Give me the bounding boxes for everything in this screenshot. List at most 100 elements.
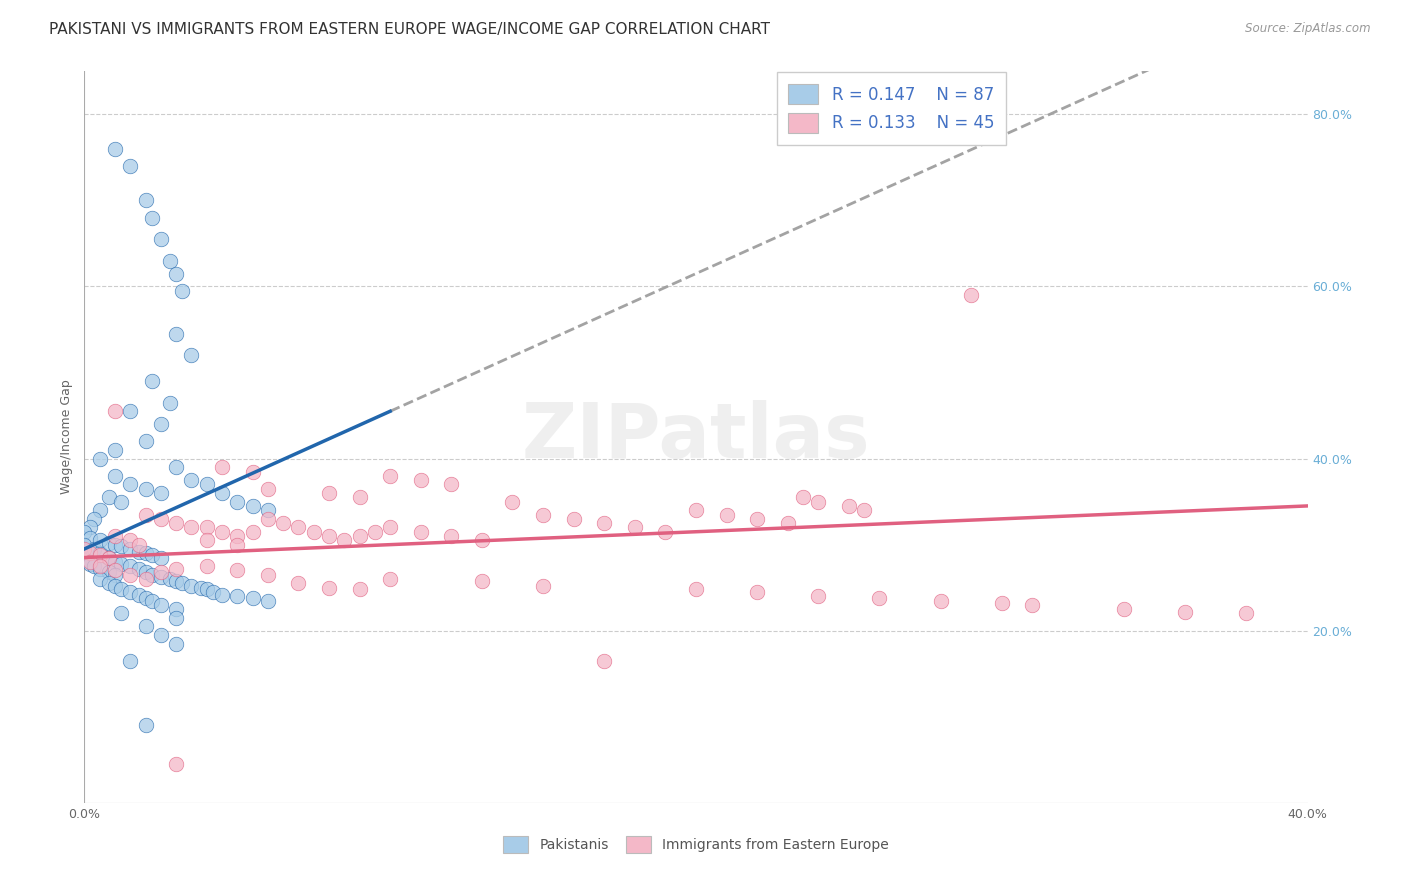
Point [104, 555, 127, 569]
Point [180, 579, 202, 593]
Point [471, 533, 494, 548]
Point [190, 581, 212, 595]
Point [287, 520, 309, 534]
Point [135, 482, 157, 496]
Point [165, 516, 187, 530]
Point [104, 529, 127, 543]
Point [257, 482, 280, 496]
Point [120, 159, 142, 173]
Point [409, 524, 432, 539]
Text: ZIPatlas: ZIPatlas [522, 401, 870, 474]
Point [211, 460, 233, 475]
Point [149, 565, 172, 579]
Point [89, 533, 111, 548]
Point [79, 557, 101, 571]
Point [960, 288, 983, 302]
Point [165, 602, 187, 616]
Point [97, 565, 120, 579]
Point [104, 564, 127, 578]
Point [211, 486, 233, 500]
Point [242, 524, 264, 539]
Point [149, 417, 172, 432]
Point [73, 524, 96, 539]
Point [287, 576, 309, 591]
Point [531, 508, 554, 522]
Point [685, 503, 707, 517]
Point [440, 529, 463, 543]
Point [747, 512, 769, 526]
Point [716, 508, 738, 522]
Point [104, 579, 127, 593]
Point [333, 533, 356, 548]
Point [73, 538, 96, 552]
Point [128, 588, 150, 602]
Point [120, 404, 142, 418]
Point [165, 460, 187, 475]
Point [172, 576, 194, 591]
Point [149, 512, 172, 526]
Point [1114, 602, 1136, 616]
Point [159, 253, 181, 268]
Point [141, 374, 163, 388]
Point [593, 654, 616, 668]
Point [110, 607, 132, 621]
Point [97, 550, 120, 565]
Point [502, 494, 524, 508]
Point [83, 541, 105, 556]
Point [128, 562, 150, 576]
Point [120, 654, 142, 668]
Point [869, 591, 891, 605]
Point [807, 589, 830, 603]
Point [89, 559, 111, 574]
Point [165, 637, 187, 651]
Point [242, 499, 264, 513]
Point [172, 284, 194, 298]
Point [747, 585, 769, 599]
Point [201, 585, 224, 599]
Point [89, 562, 111, 576]
Point [110, 494, 132, 508]
Point [409, 473, 432, 487]
Point [104, 538, 127, 552]
Point [318, 529, 340, 543]
Point [110, 582, 132, 597]
Point [349, 582, 371, 597]
Point [104, 567, 127, 582]
Point [135, 565, 157, 579]
Point [104, 468, 127, 483]
Point [257, 567, 280, 582]
Point [89, 546, 111, 560]
Point [380, 572, 402, 586]
Point [195, 477, 218, 491]
Point [180, 348, 202, 362]
Legend: Pakistanis, Immigrants from Eastern Europe: Pakistanis, Immigrants from Eastern Euro… [495, 828, 897, 862]
Point [73, 553, 96, 567]
Point [165, 326, 187, 341]
Point [104, 142, 127, 156]
Point [531, 579, 554, 593]
Point [165, 574, 187, 588]
Point [685, 582, 707, 597]
Point [165, 562, 187, 576]
Point [135, 508, 157, 522]
Point [83, 559, 105, 574]
Point [364, 524, 387, 539]
Point [135, 572, 157, 586]
Point [776, 516, 799, 530]
Point [135, 718, 157, 732]
Point [128, 544, 150, 558]
Point [97, 576, 120, 591]
Point [838, 499, 860, 513]
Point [120, 585, 142, 599]
Point [79, 555, 101, 569]
Point [257, 503, 280, 517]
Point [104, 442, 127, 457]
Point [853, 503, 876, 517]
Point [120, 541, 142, 556]
Point [349, 529, 371, 543]
Point [135, 619, 157, 633]
Point [135, 591, 157, 605]
Point [654, 524, 676, 539]
Point [1236, 607, 1258, 621]
Point [257, 512, 280, 526]
